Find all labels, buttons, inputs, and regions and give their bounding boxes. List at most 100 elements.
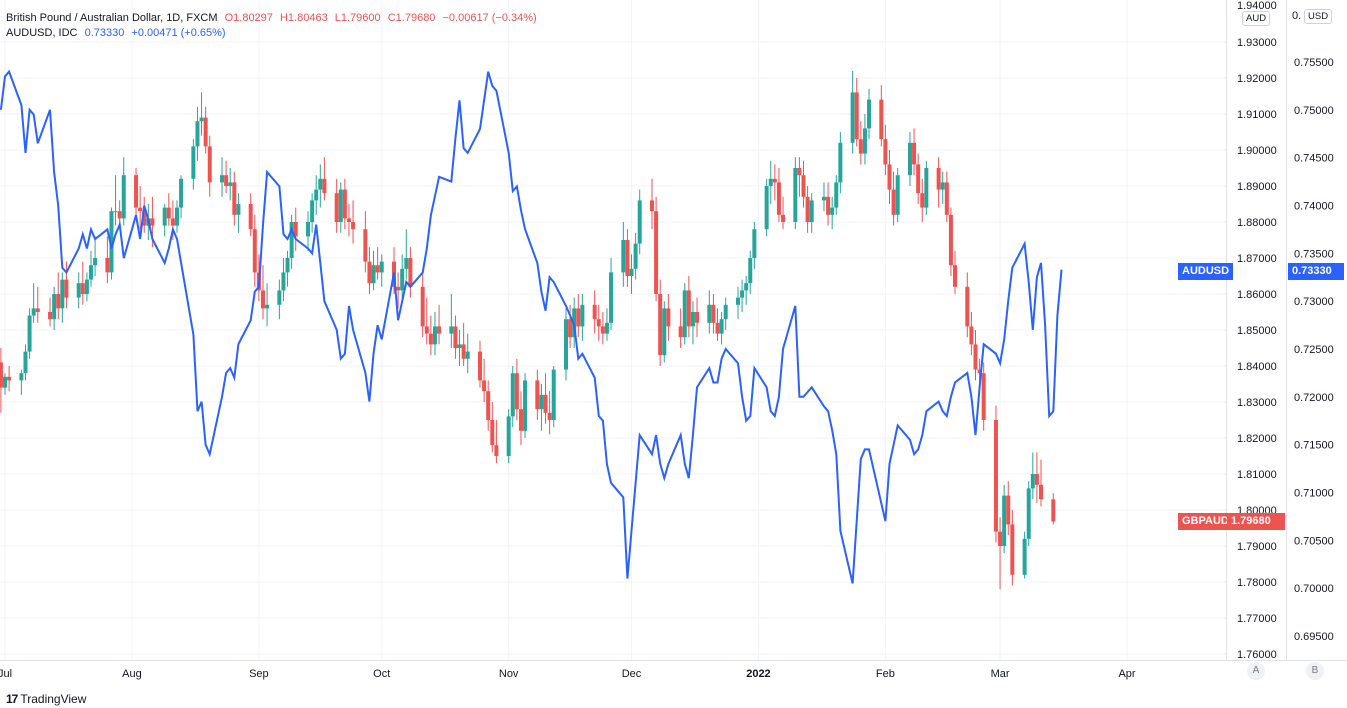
audusd-line	[0, 69, 1063, 584]
log-scale-button[interactable]: B	[1306, 662, 1324, 680]
candle-body	[52, 294, 57, 320]
candle	[539, 384, 544, 431]
candle-body	[916, 164, 921, 194]
candle	[772, 164, 777, 201]
candle	[850, 70, 855, 154]
candle-body	[625, 240, 630, 276]
candle-body	[1022, 538, 1027, 575]
candle	[432, 312, 437, 356]
legend-audusd[interactable]: AUDUSD, IDC 0.73330 +0.00471 (+0.65%)	[6, 27, 230, 39]
candle-body	[924, 168, 929, 208]
candle	[514, 358, 519, 420]
candle-body	[715, 322, 720, 334]
candle-body	[510, 373, 515, 417]
candle	[830, 196, 835, 230]
candle-body	[3, 376, 7, 388]
candle-body	[203, 117, 208, 147]
candle-body	[84, 279, 89, 294]
candle-body	[437, 326, 442, 334]
candle	[629, 254, 634, 294]
candle-body	[117, 211, 122, 219]
candle-body	[1034, 474, 1039, 485]
candle-body	[940, 182, 945, 190]
candle-body	[150, 218, 155, 226]
candle	[338, 182, 343, 233]
candle	[0, 348, 3, 413]
candle	[334, 178, 339, 233]
candle-body	[969, 326, 974, 345]
candle	[437, 304, 442, 345]
candle	[285, 250, 290, 287]
candle	[649, 178, 654, 230]
right-scale-unit[interactable]: USD	[1304, 9, 1333, 24]
candle	[138, 186, 143, 230]
candle-body	[338, 189, 343, 222]
candle-body	[465, 351, 470, 359]
candle	[23, 344, 28, 381]
candle	[543, 373, 548, 424]
candle-body	[748, 258, 753, 284]
candle	[134, 168, 139, 219]
candle	[776, 168, 781, 222]
candle-body	[654, 211, 659, 294]
candle-body	[776, 182, 781, 215]
candle-body	[31, 308, 36, 316]
candle-body	[592, 304, 597, 320]
legend-change: −0.00617 (−0.34%)	[442, 12, 537, 24]
candle-body	[228, 182, 233, 186]
candle	[260, 265, 265, 320]
legend-gbpaud[interactable]: British Pound / Australian Dollar, 1D, F…	[6, 12, 541, 24]
candle	[461, 322, 466, 366]
candle-body	[375, 265, 380, 273]
candle-body	[76, 283, 81, 298]
candle-body	[740, 290, 745, 298]
left-tick-label: 1.81000	[1237, 469, 1277, 481]
candle-body	[621, 240, 626, 273]
auto-scale-button[interactable]: A	[1247, 662, 1265, 680]
candle	[551, 366, 556, 428]
candle-body	[371, 265, 376, 284]
candle	[678, 308, 683, 348]
candle-body	[179, 178, 184, 208]
candle	[396, 272, 401, 309]
candle	[944, 171, 949, 222]
candle-body	[879, 99, 884, 140]
candle	[924, 160, 929, 215]
candle	[793, 157, 798, 230]
candle	[604, 308, 609, 341]
candle-body	[953, 265, 958, 287]
candle-body	[891, 189, 896, 215]
left-top-partial-tick: 1.94000	[1237, 0, 1277, 12]
candle	[424, 297, 429, 345]
candle-body	[1006, 495, 1011, 525]
candle	[821, 182, 826, 212]
candle-body	[809, 200, 814, 222]
candle	[662, 301, 667, 363]
left-scale-unit[interactable]: AUD	[1242, 11, 1271, 26]
candle-body	[539, 394, 544, 410]
candle	[834, 175, 839, 215]
candle	[19, 369, 24, 395]
candle-body	[342, 189, 347, 219]
time-tick-label: 2022	[746, 668, 770, 680]
candle	[764, 178, 769, 237]
candle-body	[1010, 524, 1015, 575]
candle-body	[744, 283, 749, 291]
candle-body	[564, 319, 568, 370]
candle-body	[432, 326, 437, 345]
right-tick-label: 0.69500	[1294, 631, 1334, 643]
candle	[854, 78, 859, 147]
candle-body	[88, 265, 93, 280]
candle-body	[363, 229, 368, 262]
candle	[690, 301, 695, 345]
candle-body	[944, 182, 949, 215]
right-top-partial-tick: 0.	[1292, 10, 1302, 22]
candle	[486, 380, 491, 431]
right-tick-label: 0.70500	[1294, 535, 1334, 547]
candle-body	[580, 304, 585, 327]
candle	[457, 330, 462, 366]
tradingview-branding[interactable]: 17 TradingView	[6, 692, 86, 706]
tradingview-logo-icon: 17	[6, 692, 18, 706]
candle	[289, 214, 294, 269]
